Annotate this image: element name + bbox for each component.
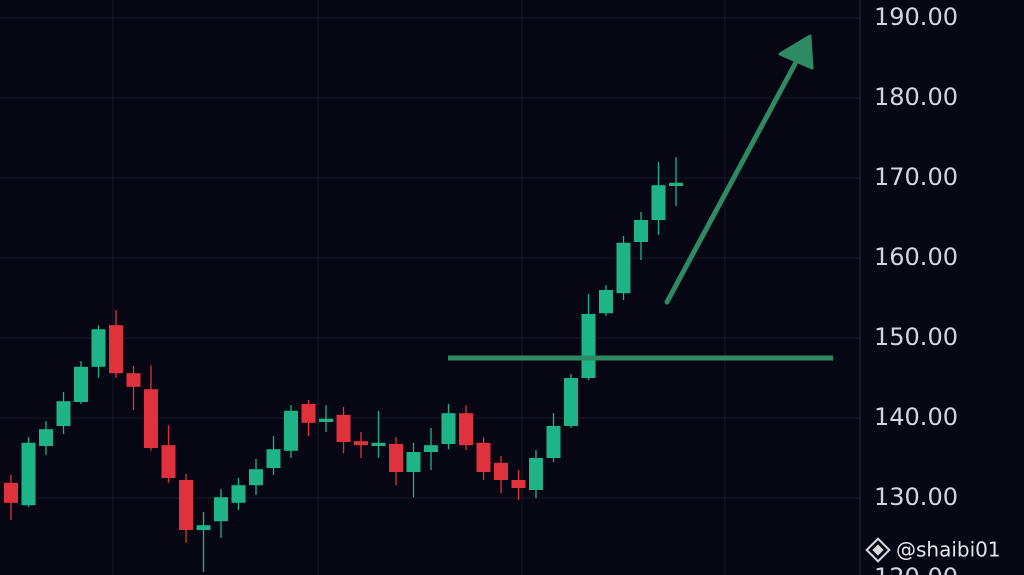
time-grid [112,0,726,575]
candle-body [214,497,228,522]
candles [4,157,683,572]
y-tick-label: 180.00 [874,83,958,111]
candle-body [371,442,386,446]
candle-body [669,182,683,186]
y-axis: 120.00 130.00 140.00 150.00 160.00 170.00 180.… [874,3,958,575]
candle-body [511,480,526,488]
candle-body [651,185,666,220]
candle-body [354,441,368,446]
arrow-head [778,34,814,70]
y-tick-label: 120.00 [874,563,958,575]
candle-body [39,429,53,446]
y-tick-label: 190.00 [874,3,958,31]
y-tick-label: 160.00 [874,243,958,271]
candle-body [616,242,631,294]
watermark-logo [865,537,891,563]
candle-body [546,426,561,458]
candle-body [406,452,421,472]
watermark-text: @shaibi01 [896,538,1001,562]
candle-body [91,329,106,367]
candle-body [179,480,193,530]
candle-body [56,401,71,426]
arrow-shaft [664,61,798,305]
grid [0,17,860,499]
candle-body [441,413,456,444]
candle-body [581,314,596,378]
candle-body [459,413,473,446]
candle-body [476,442,491,472]
candle-body [4,482,18,503]
candle-body [126,373,141,387]
candle-body [301,404,316,423]
candle-body [161,445,176,478]
candle-body [564,378,578,426]
y-tick-label: 140.00 [874,403,958,431]
candle-body [424,445,438,452]
candle-body [196,525,211,530]
candle-body [319,418,333,422]
y-tick-label: 130.00 [874,483,958,511]
candle-body [74,366,88,402]
candle-body [494,462,508,480]
candle-body [21,442,36,506]
trend-arrow [664,34,814,305]
watermark: @shaibi01 [865,537,1001,563]
y-tick-label: 150.00 [874,323,958,351]
candle-body [284,410,298,451]
candle-body [249,469,263,486]
candle-body [634,220,648,242]
y-tick-label: 170.00 [874,163,958,191]
candle-body [599,290,613,314]
candle-body [266,449,281,468]
candle-body [109,325,123,374]
candle-body [144,389,158,448]
candle-body [389,444,403,472]
candle-body [529,458,543,490]
candle-body [336,414,351,442]
candle-body [231,485,246,503]
